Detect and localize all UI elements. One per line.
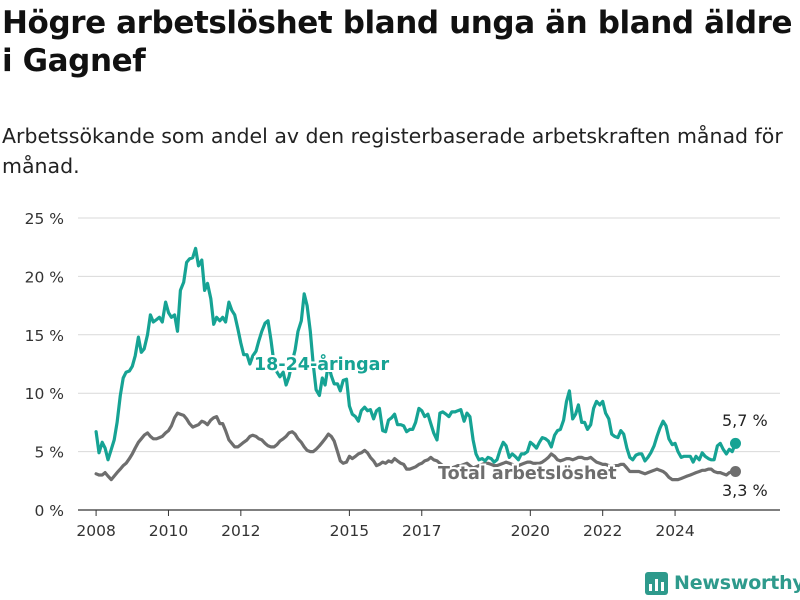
end-point-total: [729, 465, 741, 477]
end-value-label-total: 3,3 %: [722, 481, 768, 500]
y-tick-label: 10 %: [25, 385, 64, 403]
x-tick-label: 2024: [655, 522, 694, 540]
newsworthy-logo: Newsworthy: [645, 570, 800, 596]
y-tick-label: 15 %: [25, 327, 64, 345]
end-value-label-youth: 5,7 %: [722, 411, 768, 430]
x-tick-label: 2015: [330, 522, 369, 540]
gridlines: [78, 217, 780, 511]
y-tick-label: 0 %: [34, 502, 64, 520]
x-tick-label: 2012: [221, 522, 260, 540]
brand-name: Newsworthy: [674, 572, 800, 594]
series-label-youth: 18-24-åringar: [254, 353, 389, 375]
y-tick-label: 5 %: [34, 444, 64, 462]
series-line-total: [94, 411, 738, 482]
chart-subtitle: Arbetssökande som andel av den registerb…: [2, 124, 783, 178]
series-line-youth: [94, 246, 738, 464]
series-label-total: Total arbetslöshet: [438, 464, 617, 484]
x-tick-label: 2017: [402, 522, 441, 540]
x-tick-label: 2008: [76, 522, 115, 540]
end-point-youth: [729, 437, 741, 449]
bar-chart-logo-icon: [645, 571, 668, 595]
x-axis: 2008 2010 2012 2015 2017 2020 2022 2024: [76, 510, 695, 540]
x-tick-label: 2022: [583, 522, 622, 540]
series-labels: 18-24-åringar Total arbetslöshet 5,7 % 3…: [252, 351, 768, 500]
series-lines: [94, 246, 741, 482]
x-tick-label: 2020: [511, 522, 550, 540]
chart-title: Högre arbetslöshet bland unga än bland ä…: [2, 5, 793, 79]
y-axis-labels: 0 % 5 % 10 % 15 % 20 % 25 %: [25, 210, 64, 520]
y-tick-label: 25 %: [25, 210, 64, 228]
y-tick-label: 20 %: [25, 268, 64, 286]
x-tick-label: 2010: [149, 522, 188, 540]
